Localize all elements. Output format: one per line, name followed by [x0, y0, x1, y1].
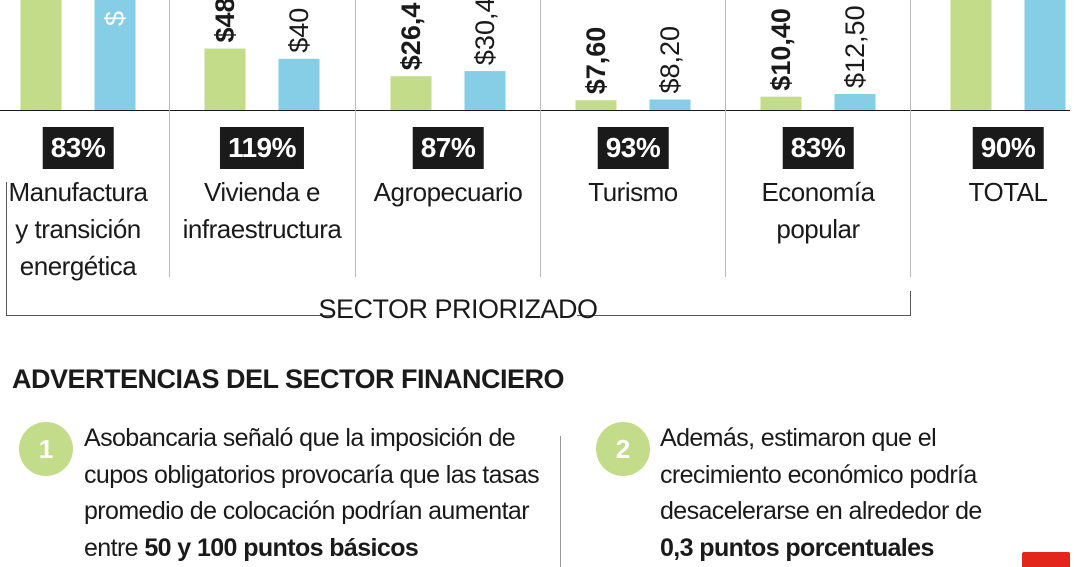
number-badge-1: 1 [19, 422, 73, 476]
percentage-badge: 119% [219, 127, 305, 169]
bar-blue [834, 94, 876, 110]
warning-highlight: 0,3 puntos porcentuales [660, 533, 934, 562]
bar-green [20, 0, 62, 110]
section-title: ADVERTENCIAS DEL SECTOR FINANCIERO [12, 364, 565, 394]
category-label-line: Economía [761, 177, 875, 207]
warning-text-2: Además, estimaron que el crecimiento eco… [660, 420, 982, 566]
category-separator [725, 0, 726, 277]
number-badge-2: 2 [596, 422, 650, 476]
category-label: Manufactura y transición energética [8, 174, 148, 285]
category-label: TOTAL [969, 174, 1048, 211]
category-separator [355, 0, 356, 277]
group-bracket-line [577, 315, 911, 316]
column-divider [560, 436, 561, 567]
bar-value-label: $48 [210, 0, 240, 43]
warning-highlight: 50 y 100 puntos básicos [144, 533, 419, 562]
bar-value-label: $8,20 [655, 26, 685, 94]
bar-blue [1024, 0, 1066, 110]
category-label-line: TOTAL [968, 177, 1048, 207]
category-separator [169, 0, 170, 277]
warning-line: entre 50 y 100 puntos básicos [84, 530, 539, 567]
group-label: SECTOR PRIORIZADO [318, 294, 598, 324]
percentage-badge: 87% [412, 127, 484, 169]
bar-green [760, 96, 802, 110]
category-label-line: popular [776, 214, 860, 244]
warning-text-1: Asobancaria señaló que la imposición de … [84, 420, 540, 567]
warning-line-prefix: entre [84, 533, 145, 562]
bar-value-label: $40 [284, 8, 314, 53]
warning-line: Además, estimaron que el [660, 424, 937, 452]
bar-value-label: $7,60 [581, 27, 611, 95]
percentage-badge: 83% [42, 127, 114, 169]
warning-line: desacelerarse en alrededor de [660, 497, 982, 525]
category-label-line: energética [19, 251, 137, 281]
category-label: Agropecuario [374, 174, 523, 211]
bar-value-label: $26,4 [396, 3, 426, 71]
group-bracket-right [910, 291, 911, 316]
percentage-badge: 93% [597, 127, 669, 169]
category-label: Economía popular [761, 174, 875, 248]
group-bracket-left [6, 182, 7, 316]
category-label-line: Manufactura [8, 177, 148, 207]
bar-value-label: $ [100, 11, 130, 26]
category-label-line: y transición [15, 214, 141, 244]
category-label-line: Agropecuario [373, 177, 523, 207]
bar-value-label: $12,50 [840, 5, 870, 88]
warning-line: promedio de colocación podrían aumentar [84, 497, 530, 525]
category-label: Vivienda e infraestructura [183, 174, 342, 248]
bar-green [575, 100, 617, 110]
chart-baseline [0, 110, 1070, 111]
category-label-line: Turismo [588, 177, 678, 207]
bar-green [204, 48, 246, 110]
brand-logo [1022, 552, 1070, 567]
bar-green [390, 76, 432, 110]
category-label: Turismo [588, 174, 678, 211]
bar-value-label: $30,40 [470, 0, 500, 65]
bar-blue [278, 58, 320, 110]
warning-line: 0,3 puntos porcentuales [660, 530, 982, 567]
category-label-line: Vivienda e [204, 177, 320, 207]
category-label-line: infraestructura [182, 214, 342, 244]
bar-green [950, 0, 992, 110]
percentage-badge: 83% [782, 127, 854, 169]
percentage-badge: 90% [972, 127, 1044, 169]
bar-blue [649, 99, 691, 110]
bar-chart: $ $48 $40 $26,4 $30,40 $7,60 $8,20 $10,40 $12,50 [20, 0, 1066, 110]
category-separator [910, 0, 911, 277]
warning-line: crecimiento económico podría [660, 460, 977, 489]
warning-line: Asobancaria señaló que la imposición de [84, 424, 516, 452]
category-separator [540, 0, 541, 277]
bar-blue [464, 71, 506, 110]
bar-blue [94, 0, 136, 110]
bar-value-label: $10,40 [766, 8, 796, 91]
group-bracket-line [6, 315, 334, 316]
warning-line: cupos obligatorios provocaría que las ta… [84, 460, 540, 489]
